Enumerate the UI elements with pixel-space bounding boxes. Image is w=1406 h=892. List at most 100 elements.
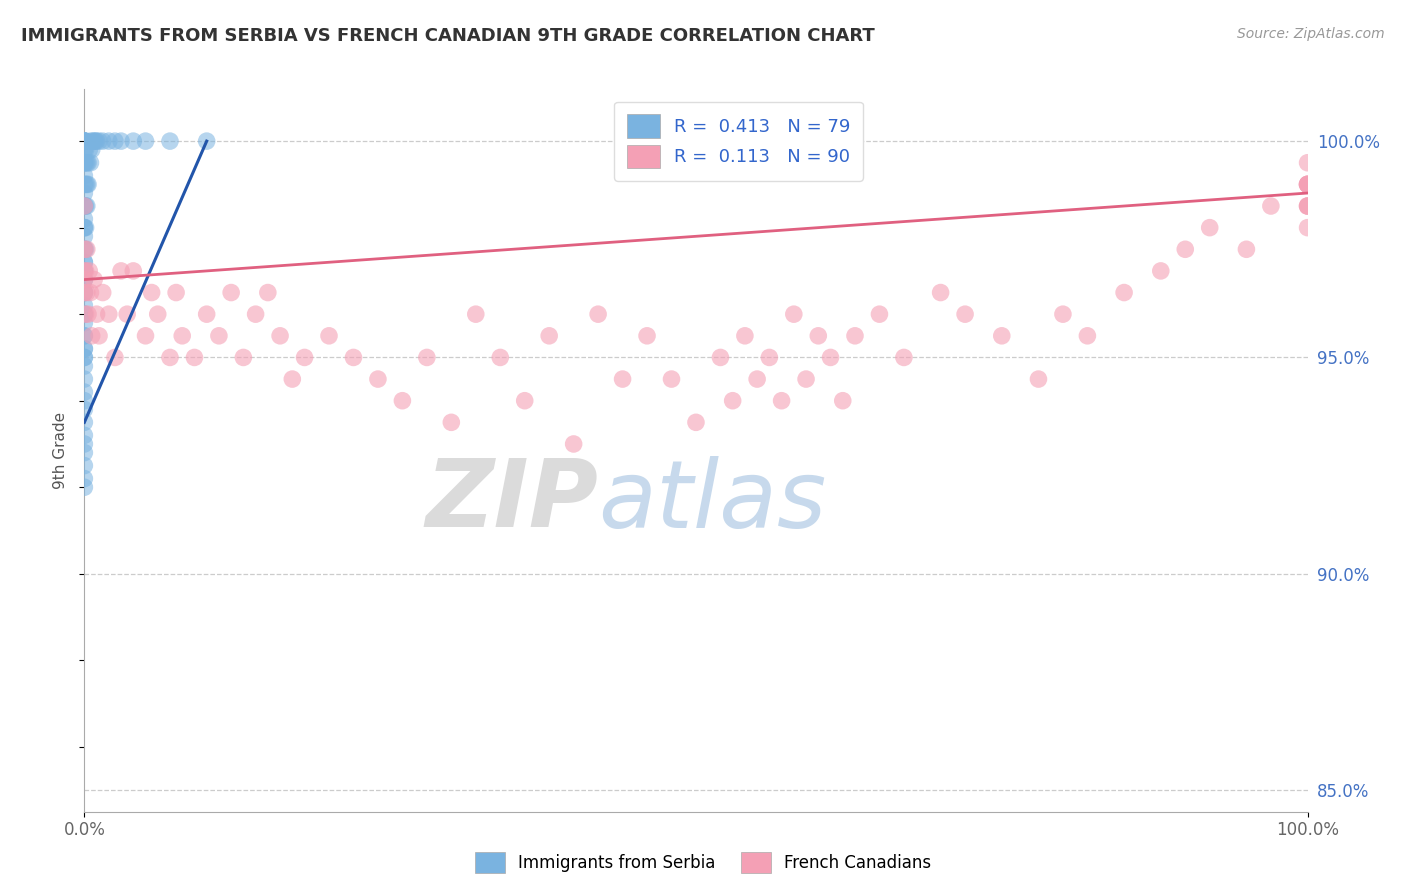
Point bbox=[1236, 242, 1258, 256]
Point bbox=[73, 220, 96, 235]
Point bbox=[73, 242, 96, 256]
Point bbox=[77, 155, 100, 169]
Point bbox=[141, 285, 163, 300]
Point bbox=[257, 285, 280, 300]
Point bbox=[1296, 178, 1319, 192]
Point bbox=[73, 264, 96, 278]
Text: atlas: atlas bbox=[598, 456, 827, 547]
Point bbox=[73, 285, 96, 300]
Point bbox=[84, 134, 107, 148]
Point bbox=[747, 372, 769, 386]
Point bbox=[83, 272, 105, 286]
Point bbox=[991, 328, 1014, 343]
Point bbox=[1198, 220, 1220, 235]
Point bbox=[709, 351, 731, 365]
Point bbox=[1296, 220, 1319, 235]
Point bbox=[73, 242, 96, 256]
Point bbox=[73, 272, 96, 286]
Point bbox=[416, 351, 439, 365]
Point bbox=[75, 199, 97, 213]
Text: ZIP: ZIP bbox=[425, 455, 598, 547]
Point bbox=[76, 155, 98, 169]
Point bbox=[73, 328, 96, 343]
Point bbox=[195, 307, 218, 321]
Point bbox=[79, 285, 101, 300]
Point bbox=[794, 372, 817, 386]
Point bbox=[1150, 264, 1173, 278]
Point bbox=[1296, 199, 1319, 213]
Point bbox=[1052, 307, 1074, 321]
Point bbox=[1296, 178, 1319, 192]
Point bbox=[104, 134, 127, 148]
Point bbox=[73, 255, 96, 269]
Point bbox=[281, 372, 304, 386]
Point bbox=[342, 351, 364, 365]
Text: Source: ZipAtlas.com: Source: ZipAtlas.com bbox=[1237, 27, 1385, 41]
Point bbox=[245, 307, 267, 321]
Point bbox=[294, 351, 316, 365]
Point bbox=[73, 264, 96, 278]
Point bbox=[73, 415, 96, 429]
Point bbox=[73, 299, 96, 313]
Point bbox=[110, 134, 132, 148]
Point bbox=[73, 220, 96, 235]
Point bbox=[73, 445, 96, 459]
Point bbox=[115, 307, 138, 321]
Point bbox=[208, 328, 231, 343]
Point bbox=[73, 134, 96, 148]
Point bbox=[73, 307, 96, 321]
Point bbox=[80, 328, 103, 343]
Point bbox=[1296, 178, 1319, 192]
Point bbox=[538, 328, 561, 343]
Point bbox=[73, 134, 96, 148]
Point bbox=[75, 307, 97, 321]
Point bbox=[440, 415, 463, 429]
Point bbox=[75, 242, 97, 256]
Point bbox=[318, 328, 340, 343]
Point bbox=[1076, 328, 1098, 343]
Point bbox=[73, 199, 96, 213]
Point bbox=[122, 134, 145, 148]
Point bbox=[783, 307, 806, 321]
Point bbox=[73, 134, 96, 148]
Point bbox=[953, 307, 976, 321]
Point bbox=[75, 155, 97, 169]
Point bbox=[73, 285, 96, 300]
Point bbox=[73, 351, 96, 365]
Point bbox=[73, 212, 96, 227]
Point bbox=[82, 134, 104, 148]
Point bbox=[73, 342, 96, 356]
Point bbox=[636, 328, 658, 343]
Point bbox=[73, 134, 96, 148]
Point bbox=[172, 328, 194, 343]
Point bbox=[75, 134, 97, 148]
Point bbox=[73, 169, 96, 183]
Point bbox=[1296, 155, 1319, 169]
Point bbox=[820, 351, 842, 365]
Point bbox=[73, 285, 96, 300]
Point bbox=[83, 134, 105, 148]
Point bbox=[73, 155, 96, 169]
Point bbox=[73, 393, 96, 408]
Point bbox=[73, 199, 96, 213]
Point bbox=[73, 255, 96, 269]
Point bbox=[159, 351, 181, 365]
Point bbox=[73, 480, 96, 494]
Point bbox=[721, 393, 744, 408]
Point bbox=[232, 351, 254, 365]
Point bbox=[73, 229, 96, 244]
Point bbox=[73, 472, 96, 486]
Point bbox=[165, 285, 187, 300]
Point bbox=[91, 134, 114, 148]
Point bbox=[75, 264, 97, 278]
Point bbox=[77, 307, 100, 321]
Point bbox=[146, 307, 169, 321]
Point bbox=[1296, 199, 1319, 213]
Point bbox=[562, 437, 585, 451]
Point bbox=[76, 178, 98, 192]
Point bbox=[73, 428, 96, 442]
Point bbox=[661, 372, 683, 386]
Point bbox=[122, 264, 145, 278]
Point bbox=[79, 134, 101, 148]
Point bbox=[97, 134, 120, 148]
